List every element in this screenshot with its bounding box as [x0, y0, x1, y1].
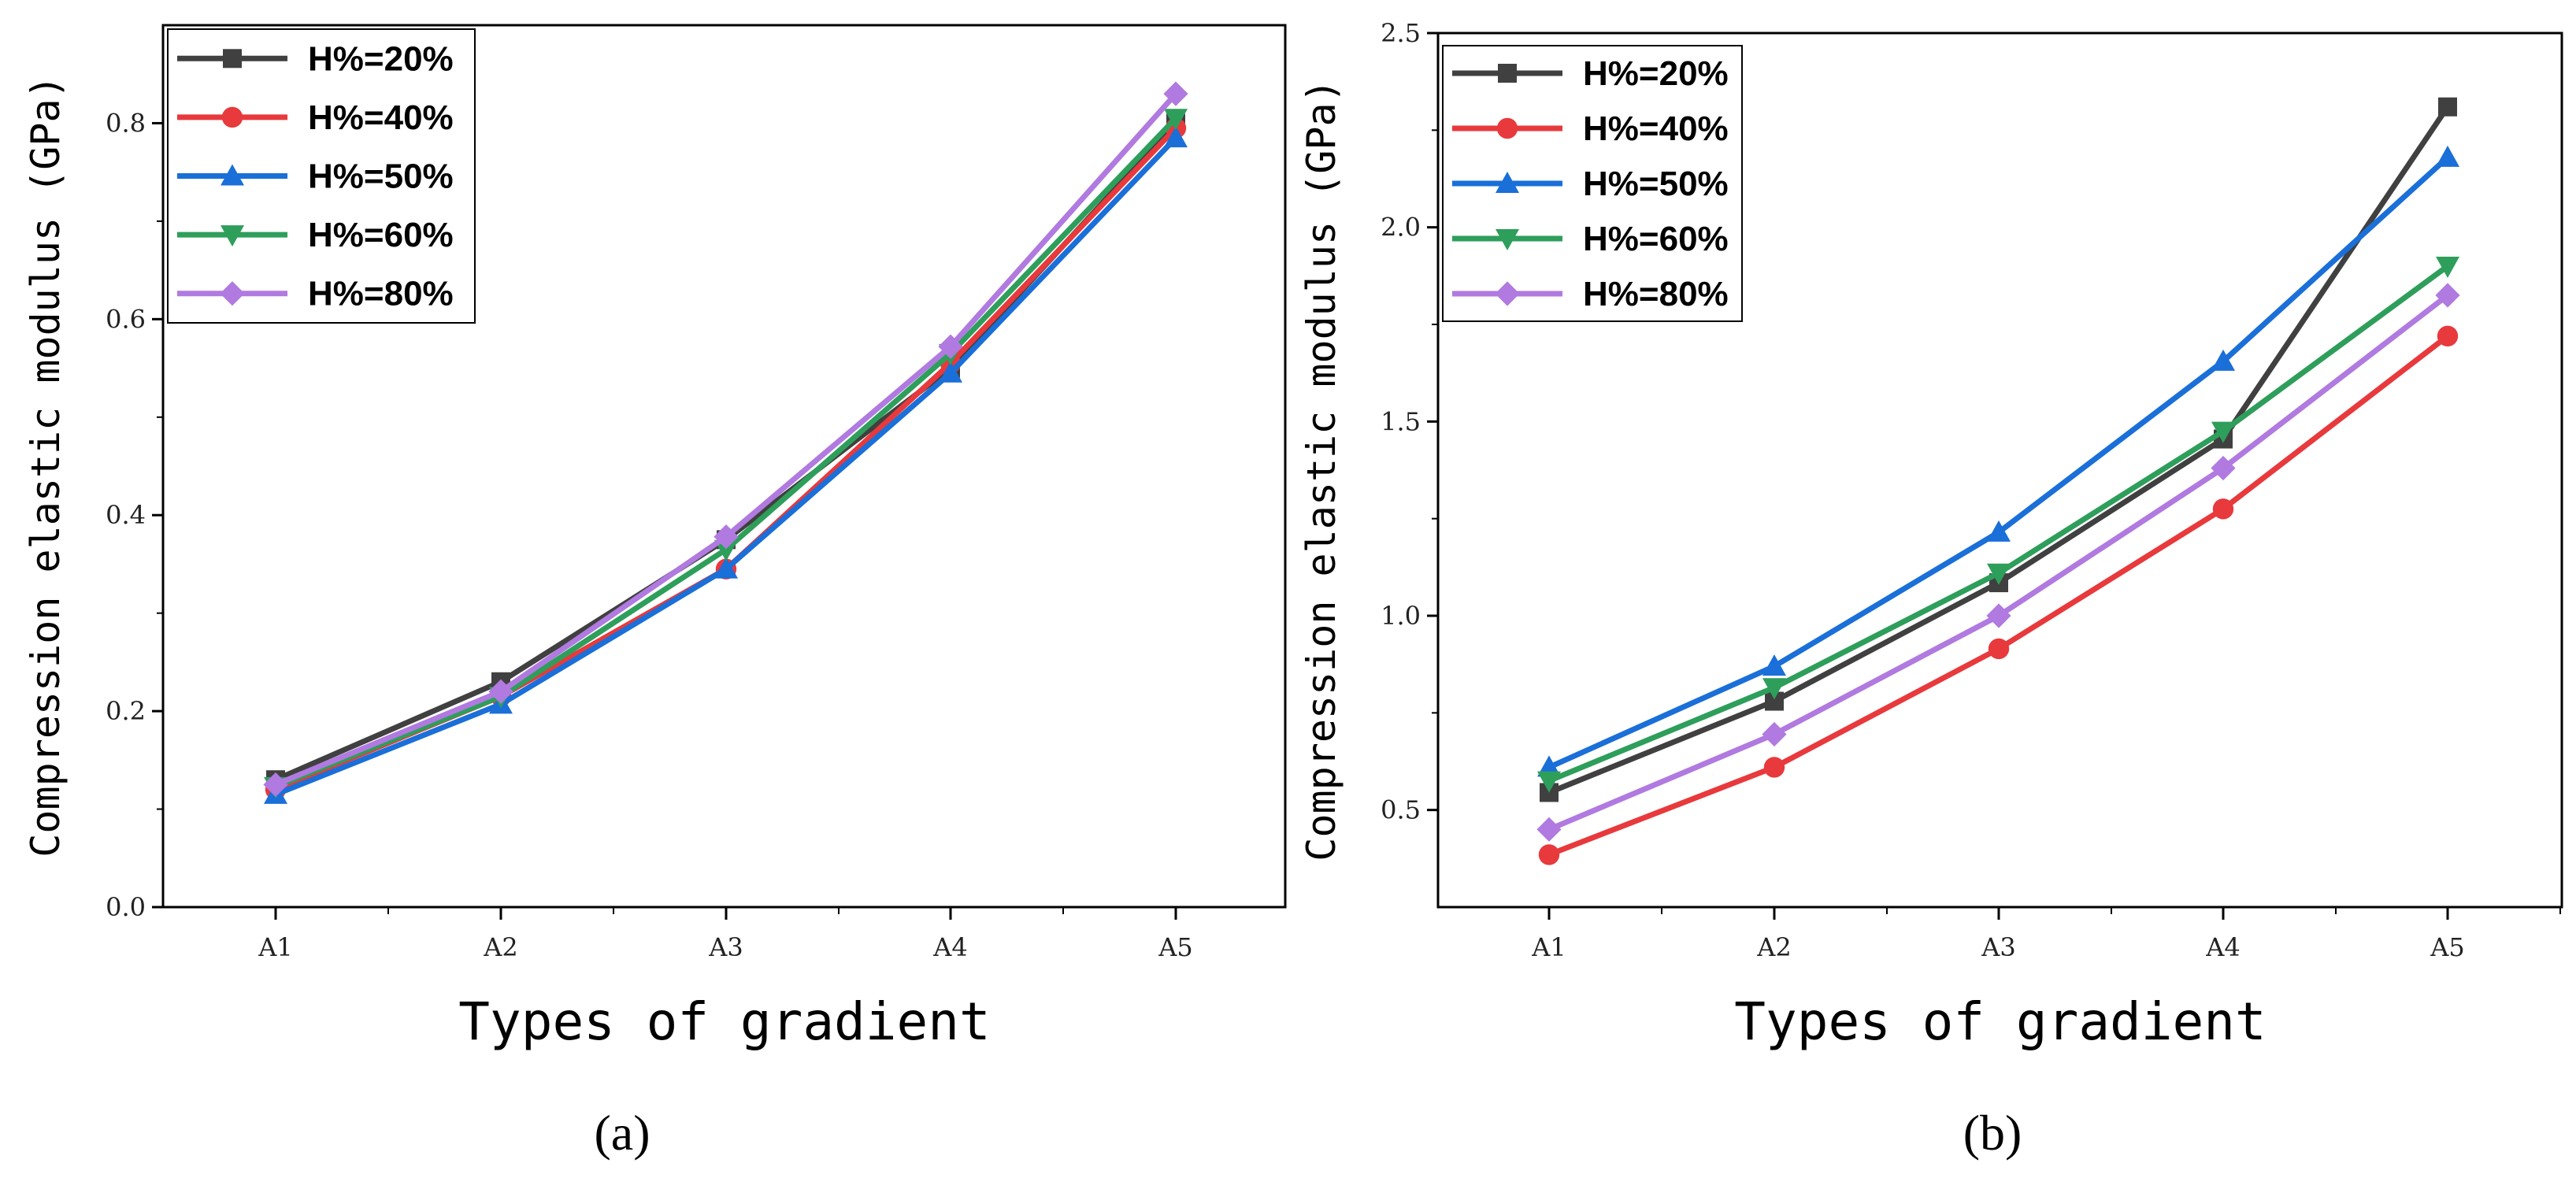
y-tick-label: 0.0	[106, 892, 146, 922]
legend-marker	[1495, 281, 1520, 306]
y-tick-label: 2.0	[1381, 213, 1421, 243]
data-point	[2211, 455, 2236, 481]
y-tick-label: 0.2	[106, 696, 146, 726]
series-4	[263, 81, 1188, 798]
data-point	[2435, 283, 2460, 308]
legend-marker	[1496, 117, 1518, 139]
legend-marker	[1496, 229, 1519, 250]
legend-label: H%=20%	[1583, 54, 1729, 93]
x-axis: A1 A2 A3 A4 A5	[258, 907, 1193, 962]
y-tick-label: 0.8	[106, 108, 146, 138]
data-point	[714, 557, 738, 579]
data-point	[1537, 755, 1561, 777]
series-1	[1538, 325, 2459, 865]
series-2	[1537, 145, 2459, 777]
series-line	[1547, 293, 2450, 832]
y-axis-title: Compression elastic modulus (GPa)	[1299, 79, 1344, 861]
data-point	[263, 772, 288, 798]
x-tick-label: A3	[1981, 932, 2015, 962]
data-point	[1762, 654, 1786, 676]
data-point	[1763, 757, 1785, 778]
legend-marker	[220, 281, 245, 306]
y-axis-title: Compression elastic modulus (GPa)	[23, 75, 69, 857]
x-tick-label: A3	[708, 932, 743, 962]
x-axis: A1 A2 A3 A4 A5	[1531, 907, 2561, 962]
data-point	[1762, 721, 1787, 747]
data-point	[2211, 421, 2235, 443]
y-tick-label: 0.6	[106, 304, 146, 334]
legend-label: H%=60%	[1583, 220, 1729, 258]
x-tick-label: A1	[258, 932, 292, 962]
data-point	[714, 539, 738, 561]
chart-panel-b: 0.5 1.0 1.5 2.0 2.5 A1 A2 A3 A4 A5 Types of gradie…	[1299, 18, 2563, 1161]
legend-marker	[1496, 172, 1519, 193]
y-axis: 0.5 1.0 1.5 2.0 2.5	[1381, 18, 1438, 825]
data-point	[2211, 349, 2235, 371]
data-point	[713, 524, 739, 550]
data-point	[2436, 145, 2459, 167]
legend-marker	[1498, 64, 1517, 83]
data-point	[939, 361, 962, 383]
data-point	[1164, 109, 1188, 131]
legend-marker	[221, 164, 244, 186]
legend-label: H%=40%	[1583, 109, 1729, 148]
legend-label: H%=50%	[1583, 165, 1729, 203]
y-tick-label: 0.5	[1381, 795, 1421, 825]
panel-label: (a)	[594, 1105, 650, 1161]
legend-label: H%=20%	[308, 39, 454, 78]
series-3	[1537, 257, 2459, 793]
data-point	[2438, 97, 2457, 117]
data-point	[1163, 81, 1188, 106]
data-point	[1164, 126, 1188, 148]
data-point	[938, 334, 963, 359]
x-tick-label: A1	[1531, 932, 1566, 962]
legend-label: H%=40%	[308, 98, 454, 137]
x-tick-label: A2	[1756, 932, 1791, 962]
data-point	[1986, 603, 2011, 628]
y-tick-label: 2.5	[1381, 18, 1421, 48]
data-point	[1988, 638, 2010, 660]
data-point	[1987, 563, 2011, 585]
x-tick-label: A2	[483, 932, 517, 962]
series-4	[1536, 283, 2460, 842]
series-line	[1547, 334, 2450, 857]
legend-marker	[221, 225, 244, 247]
x-axis-title: Types of gradient	[1734, 991, 2267, 1052]
legend-label: H%=80%	[308, 275, 454, 313]
y-tick-label: 1.5	[1381, 406, 1421, 436]
data-point	[1536, 817, 1562, 842]
data-point	[1538, 844, 1560, 865]
data-point	[1987, 520, 2011, 542]
legend-label: H%=50%	[308, 157, 454, 196]
data-point	[2437, 325, 2459, 346]
data-point	[488, 679, 513, 704]
y-tick-label: 0.4	[106, 500, 146, 530]
chart-panel-a: 0.0 0.2 0.4 0.6 0.8 A1 A2 A3 A4 A5 Types of gradie…	[23, 24, 1287, 1161]
legend-label: H%=60%	[308, 216, 454, 254]
x-tick-label: A4	[932, 932, 967, 962]
legend: H%=20% H%=40% H%=50% H%=60% H%=80%	[167, 28, 476, 324]
data-point	[2212, 498, 2234, 520]
x-axis-title: Types of gradient	[458, 991, 991, 1052]
panel-label: (b)	[1963, 1105, 2022, 1161]
y-axis: 0.0 0.2 0.4 0.6 0.8	[106, 108, 163, 922]
legend-marker	[223, 49, 242, 69]
x-tick-label: A5	[1158, 932, 1192, 962]
plot-frame	[161, 24, 1287, 909]
legend-label: H%=80%	[1583, 275, 1729, 313]
y-tick-label: 1.0	[1381, 601, 1421, 631]
x-tick-label: A4	[2205, 932, 2240, 962]
legend-marker	[221, 106, 243, 128]
data-point	[2436, 257, 2459, 278]
data-point	[1537, 771, 1561, 793]
legend: H%=20% H%=40% H%=50% H%=60% H%=80%	[1442, 45, 1743, 322]
data-point	[1762, 678, 1786, 700]
x-tick-label: A5	[2430, 932, 2464, 962]
